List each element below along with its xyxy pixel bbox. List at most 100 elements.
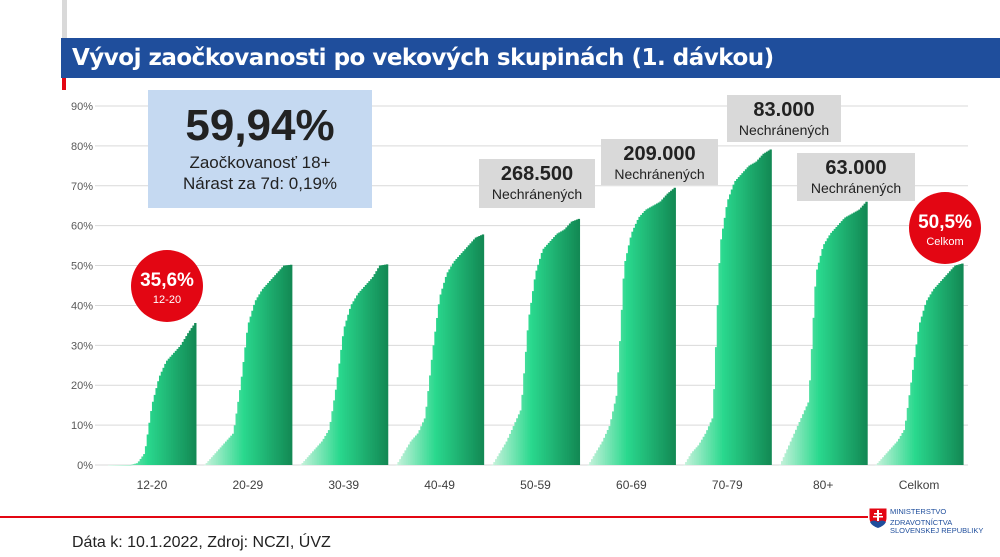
bar (247, 322, 251, 465)
callout-value: 268.500 (500, 163, 574, 185)
chart: 0% 10% 20% 30% 40% 50% 60% 70% 80% 90% 12-20 20-29 3… (71, 101, 968, 492)
bar (612, 411, 615, 465)
bar (709, 422, 713, 465)
bar (326, 433, 329, 465)
callout-label: Nechránených (738, 122, 830, 138)
page-title: Vývoj zaočkovanosti po vekových skupinác… (61, 38, 1000, 78)
bar (171, 354, 174, 465)
bar (634, 223, 638, 465)
bar (127, 465, 130, 466)
bar (849, 214, 852, 465)
footer-source: Dáta k: 10.1.2022, Zdroj: NCZI, ÚVZ (72, 534, 331, 551)
bar (645, 209, 648, 465)
bar (368, 281, 371, 465)
bar (880, 459, 883, 465)
bar (765, 151, 769, 466)
bar (838, 223, 842, 465)
bar (924, 304, 927, 465)
bar (551, 239, 554, 465)
bar (260, 291, 263, 465)
bar (605, 433, 608, 465)
bar (627, 245, 631, 465)
bar (462, 251, 465, 465)
bar (150, 411, 153, 465)
bar (568, 223, 572, 465)
bar (420, 426, 423, 465)
bar (277, 271, 281, 465)
bar (601, 441, 604, 465)
bar (203, 465, 207, 466)
bar (730, 189, 734, 465)
bar (699, 442, 702, 465)
bar (948, 271, 952, 465)
bar (226, 439, 230, 465)
bar (657, 202, 661, 465)
bar (638, 216, 641, 465)
bar (173, 352, 176, 465)
series-40-49 (395, 234, 485, 466)
bar (174, 350, 178, 465)
bar (116, 465, 120, 466)
bar (359, 290, 362, 465)
bar (819, 255, 823, 465)
bar (253, 304, 256, 465)
bar (897, 438, 901, 465)
bar (890, 447, 894, 465)
bar (317, 445, 320, 465)
bar (751, 163, 755, 465)
bar (723, 217, 727, 465)
series-Celkom (875, 263, 964, 466)
bar (399, 459, 402, 465)
bar (471, 241, 474, 465)
bar (320, 441, 324, 465)
bar (700, 439, 704, 465)
bar (460, 253, 464, 465)
bar (111, 465, 114, 466)
y-tick-label: 80% (71, 141, 93, 153)
callout-60-69: 209.000 Nechránených (601, 139, 718, 185)
bar (481, 234, 485, 465)
bar (758, 157, 762, 466)
bar (718, 263, 721, 465)
y-tick-label: 10% (71, 420, 93, 432)
bar (363, 286, 366, 465)
x-tick-label: 80+ (813, 478, 833, 492)
bar (904, 420, 908, 465)
bar (816, 269, 819, 465)
bar (858, 209, 861, 465)
bar (192, 325, 195, 465)
bar (345, 320, 348, 465)
bar (901, 433, 904, 465)
bar (803, 410, 807, 465)
bar (830, 232, 833, 465)
bar (542, 248, 545, 465)
bar (228, 437, 231, 465)
bar (187, 333, 190, 465)
bar (232, 433, 235, 465)
bar (162, 367, 165, 465)
bar (521, 394, 524, 465)
bar (652, 205, 655, 465)
bar (817, 262, 821, 465)
bar (510, 429, 514, 465)
bar (397, 462, 400, 465)
bar (546, 244, 549, 465)
bar (441, 288, 444, 465)
bar (361, 288, 364, 465)
bar (556, 233, 559, 465)
bar (885, 453, 889, 465)
bar (183, 338, 186, 465)
bar (695, 447, 698, 465)
bar (805, 406, 808, 465)
bar (863, 203, 866, 465)
bar (160, 371, 164, 465)
bar (364, 285, 368, 465)
y-tick-label: 20% (71, 380, 93, 392)
bar (242, 362, 245, 465)
bar (915, 344, 918, 465)
bar (798, 422, 801, 465)
bar (151, 401, 155, 465)
bar (312, 451, 315, 465)
bar (594, 453, 597, 465)
bar (422, 422, 425, 465)
